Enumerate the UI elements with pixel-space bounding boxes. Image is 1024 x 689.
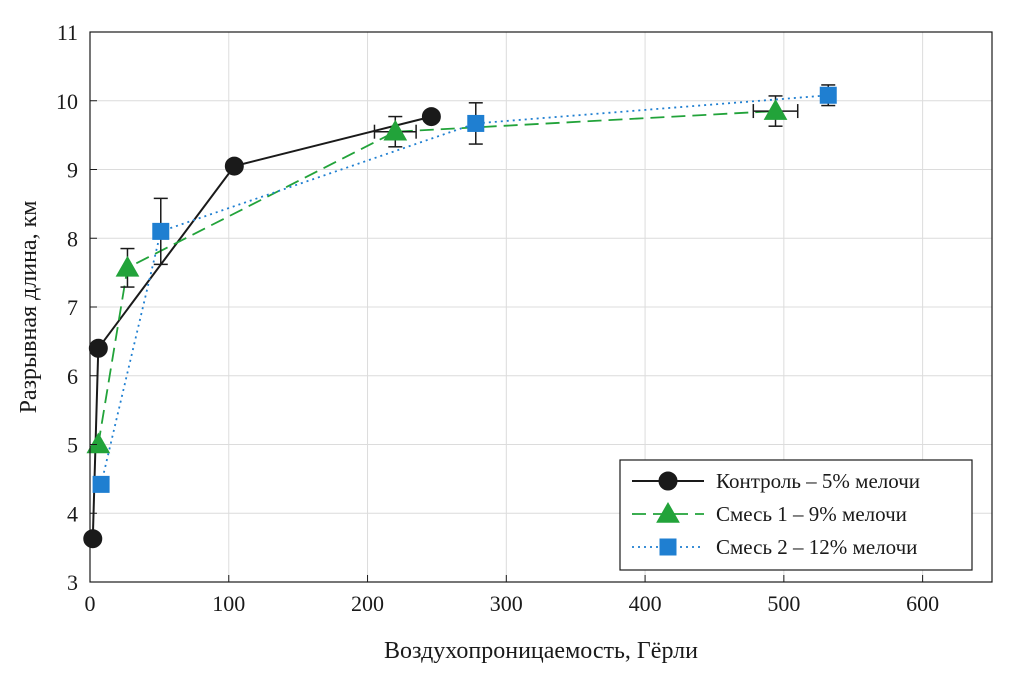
x-tick-label: 100 (212, 591, 245, 616)
data-point (86, 432, 111, 454)
data-point (467, 114, 485, 132)
data-point (83, 529, 103, 549)
data-point (383, 119, 408, 141)
x-tick-label: 200 (351, 591, 384, 616)
x-tick-label: 600 (906, 591, 939, 616)
legend-item: Контроль – 5% мелочи (632, 469, 920, 493)
legend-marker (656, 501, 680, 523)
data-point (763, 99, 788, 120)
series-1 (83, 107, 441, 549)
legend-box (619, 459, 973, 571)
grid-layer (89, 31, 992, 583)
legend-item: Смесь 1 – 9% мелочи (632, 501, 907, 526)
y-tick-label: 9 (67, 158, 78, 183)
legend-label: Смесь 2 – 12% мелочи (716, 535, 917, 559)
y-tick-label: 3 (67, 570, 78, 595)
x-axis-title: Воздухопроницаемость, Гёрли (384, 638, 698, 664)
legend: Контроль – 5% мелочи Смесь 1 – 9% мелочи С… (619, 459, 973, 571)
legend-label: Контроль – 5% мелочи (716, 469, 920, 493)
y-tick-label: 5 (67, 433, 78, 458)
data-point (152, 222, 170, 240)
legend-label: Смесь 1 – 9% мелочи (716, 502, 907, 526)
series-line (97, 110, 776, 445)
data-point (421, 107, 441, 127)
series-layer (83, 84, 837, 549)
y-tick-label: 11 (57, 20, 78, 45)
series-2 (86, 95, 799, 454)
data-point (92, 475, 110, 493)
x-tick-label: 500 (767, 591, 800, 616)
legend-marker (658, 471, 678, 491)
x-tick-label: 300 (490, 591, 523, 616)
data-point (88, 338, 108, 358)
legend-item: Смесь 2 – 12% мелочи (632, 535, 917, 559)
y-tick-label: 8 (67, 226, 78, 251)
y-tick-label: 4 (67, 501, 78, 526)
y-tick-label: 10 (56, 89, 78, 114)
x-tick-label: 400 (629, 591, 662, 616)
series-line (91, 115, 432, 539)
series-3 (92, 84, 837, 493)
x-tick-label: 0 (85, 591, 96, 616)
y-axis-title: Разрывная длина, км (16, 201, 42, 414)
tick-layer: 0 100 200 300 400 500 600 3 4 5 6 7 8 9 10 11 (56, 20, 939, 616)
data-point (224, 156, 244, 176)
legend-marker (659, 538, 677, 556)
y-tick-label: 7 (67, 295, 78, 320)
data-point (819, 86, 837, 104)
series-line (100, 94, 829, 485)
y-tick-label: 6 (67, 364, 78, 389)
data-point (115, 255, 140, 277)
